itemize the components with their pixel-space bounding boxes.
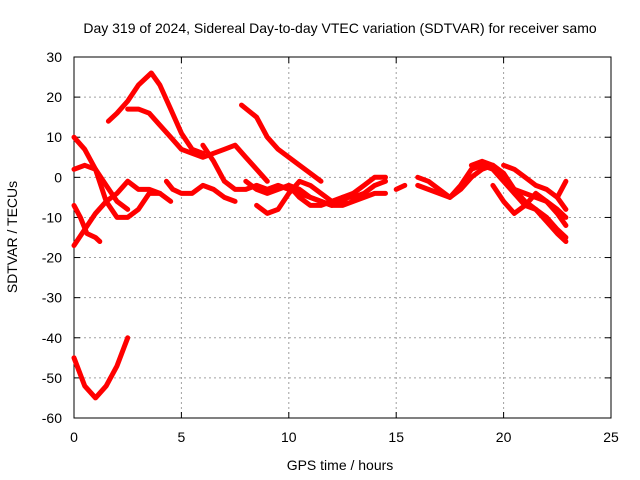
y-tick-label: -20 — [42, 250, 62, 266]
series-line-arc5 — [71, 202, 103, 244]
series-line-arc18 — [490, 182, 569, 228]
series-line-arc16 — [415, 162, 569, 240]
series-line-arc4 — [71, 162, 131, 212]
y-tick-label: 20 — [46, 89, 62, 105]
x-axis-tick-labels: 0 5 10 15 20 25 — [70, 429, 619, 445]
series-lines — [71, 70, 569, 401]
grid-lines — [74, 57, 611, 418]
series-line-arc15 — [415, 162, 569, 244]
x-tick-label: 10 — [281, 429, 297, 445]
plot-frame — [73, 56, 612, 419]
series-line-arc12 — [254, 178, 388, 216]
series-line-arc14 — [393, 182, 408, 192]
chart-title: Day 319 of 2024, Sidereal Day-to-day VTE… — [83, 20, 596, 36]
series-line-arc8 — [163, 178, 238, 204]
series-line-arc13 — [286, 174, 388, 208]
y-tick-label: -50 — [42, 370, 62, 386]
x-tick-label: 15 — [388, 429, 404, 445]
y-axis-title: SDTVAR / TECUs — [4, 181, 20, 293]
series-line-arc11 — [243, 178, 388, 208]
y-tick-label: 30 — [46, 49, 62, 65]
series-line-arc3 — [71, 134, 163, 220]
axis-ticks — [73, 56, 612, 419]
y-tick-label: 0 — [54, 169, 62, 185]
y-tick-label: -40 — [42, 330, 62, 346]
y-tick-label: -30 — [42, 290, 62, 306]
x-tick-label: 0 — [70, 429, 78, 445]
x-tick-label: 5 — [178, 429, 186, 445]
x-axis-title: GPS time / hours — [287, 457, 394, 473]
series-line-arc1 — [71, 335, 131, 401]
y-axis-tick-labels: 30 20 10 0 -10 -20 -30 -40 -50 -60 — [42, 49, 62, 426]
series-line-arc6 — [105, 70, 206, 156]
x-tick-label: 25 — [603, 429, 619, 445]
y-tick-label: -10 — [42, 209, 62, 225]
x-tick-label: 20 — [496, 429, 512, 445]
y-tick-label: -60 — [42, 410, 62, 426]
series-line-arc9 — [239, 102, 324, 184]
series-line-arc7 — [125, 106, 270, 184]
series-line-arc20 — [554, 178, 569, 200]
y-tick-label: 10 — [46, 129, 62, 145]
